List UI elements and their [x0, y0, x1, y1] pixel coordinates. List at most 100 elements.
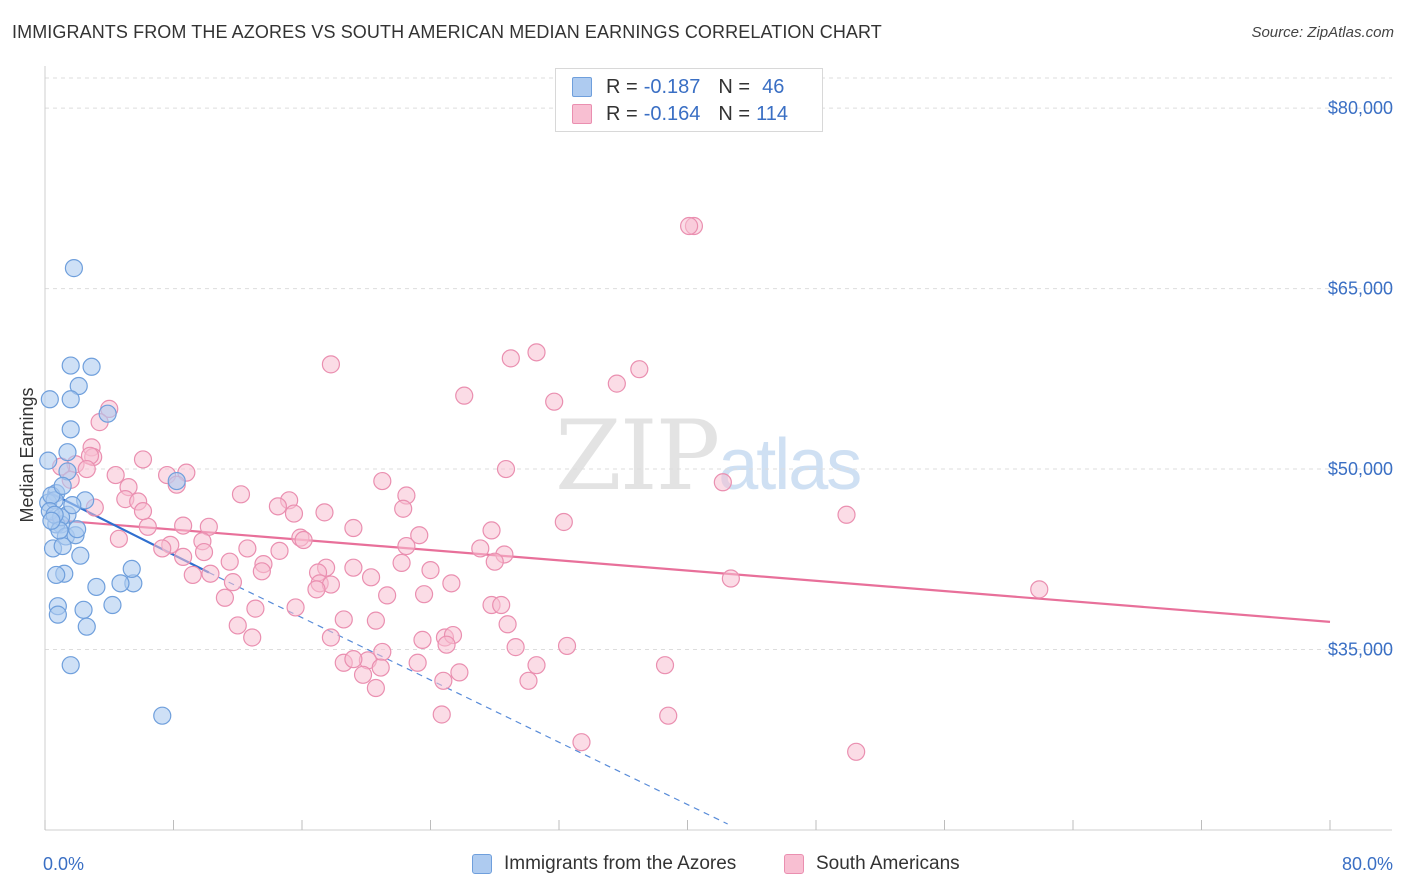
azores-point: [111, 574, 130, 593]
y-tick-label: $65,000: [1328, 279, 1393, 299]
south-americans-point: [321, 355, 341, 374]
azores-point: [61, 390, 80, 409]
south-americans-point: [321, 628, 341, 647]
south-americans-point: [106, 465, 125, 485]
south-americans-point: [366, 611, 385, 630]
south-americans-point: [243, 628, 262, 647]
south-americans-point: [557, 636, 577, 656]
legend-r-label: R =: [606, 75, 638, 98]
south-americans-point: [572, 733, 591, 752]
south-americans-point: [315, 503, 334, 522]
south-americans-point: [413, 630, 432, 649]
azores-point: [64, 259, 84, 278]
azores-point: [82, 357, 101, 376]
azores-point: [58, 443, 77, 462]
azores-point: [53, 476, 72, 495]
legend-r-label: R =: [606, 102, 638, 125]
south-americans-point: [607, 374, 626, 393]
south-americans-point: [414, 585, 434, 604]
y-tick-label: $50,000: [1328, 459, 1393, 479]
south-americans-point: [268, 497, 288, 516]
azores-point: [53, 536, 72, 556]
x-tick-label-max: 80.0%: [1342, 854, 1393, 874]
south-americans-point: [344, 650, 363, 669]
south-americans-point: [680, 216, 699, 236]
south-americans-point: [246, 599, 265, 618]
azores-point: [42, 511, 61, 530]
south-americans-point: [138, 517, 157, 536]
south-americans-point: [378, 586, 397, 605]
azores-trendline-extrapolated: [208, 571, 728, 825]
south-americans-point: [421, 561, 440, 580]
south-americans-point: [501, 349, 520, 368]
south-americans-point: [492, 595, 511, 615]
azores-point: [103, 595, 122, 615]
south-americans-point: [223, 573, 243, 592]
legend-row-south-americans: R = -0.164 N = 114: [572, 102, 788, 126]
south-americans-point: [228, 616, 247, 635]
azores-point: [39, 451, 58, 470]
south-americans-trendline: [48, 518, 1331, 623]
y-tick-label: $80,000: [1328, 98, 1393, 118]
axes: [44, 66, 1392, 831]
south-americans-point: [659, 706, 678, 725]
south-americans-point: [437, 635, 456, 654]
azores-point: [40, 390, 59, 409]
south-americans-point: [545, 392, 564, 411]
south-americans-point: [286, 598, 305, 617]
south-americans-point: [77, 459, 96, 479]
azores-point: [69, 376, 88, 396]
grid-lines: [45, 77, 1392, 651]
chart-title: IMMIGRANTS FROM THE AZORES VS SOUTH AMER…: [12, 22, 882, 42]
south-americans-point: [366, 678, 385, 698]
south-americans-point: [183, 565, 202, 585]
south-americans-point: [174, 516, 193, 535]
azores-point: [122, 559, 141, 579]
south-americans-point: [506, 638, 525, 657]
south-americans-point: [655, 656, 675, 675]
south-americans-point: [373, 471, 392, 491]
south-americans-point: [410, 526, 429, 545]
legend-n-value: 114: [756, 102, 788, 125]
south-americans-point: [334, 610, 353, 629]
south-americans-point: [294, 530, 313, 550]
south-americans-point: [721, 569, 740, 588]
x-tick-label-min: 0.0%: [43, 854, 84, 874]
south-americans-point: [554, 512, 573, 532]
azores-points: [39, 259, 186, 725]
south-americans-points: [51, 216, 1049, 761]
south-americans-point: [498, 615, 517, 634]
azores-point: [61, 656, 80, 675]
azores-point: [68, 520, 87, 539]
axis-labels: $35,000 $50,000 $65,000 $80,000 Median Earni…: [17, 98, 1393, 874]
bottom-legend-south-americans: South Americans: [784, 852, 960, 876]
south-americans-point: [238, 539, 257, 558]
azores-point: [61, 356, 80, 375]
south-americans-point: [231, 485, 251, 504]
azores-point: [48, 605, 67, 624]
south-americans-point: [442, 574, 461, 593]
azores-point: [167, 471, 186, 491]
south-americans-point: [397, 536, 416, 556]
legend-n-value: 46: [762, 75, 785, 98]
legend-n-label: N =: [718, 75, 751, 98]
azores-point: [61, 420, 80, 439]
south-americans-point: [837, 505, 856, 524]
south-americans-swatch: [784, 854, 804, 874]
y-tick-label: $35,000: [1328, 640, 1393, 660]
south-americans-point: [847, 742, 866, 761]
south-americans-point: [394, 499, 413, 518]
source-label: Source: ZipAtlas.com: [1251, 24, 1394, 41]
south-americans-point: [361, 568, 381, 587]
south-americans-point: [1030, 580, 1049, 599]
south-americans-point: [630, 360, 649, 379]
bottom-legend-azores-label: Immigrants from the Azores: [504, 853, 737, 874]
azores-point: [71, 546, 90, 565]
azores-point: [77, 617, 96, 636]
azores-point: [63, 496, 82, 515]
south-americans-point: [215, 588, 234, 607]
legend-row-azores: R = -0.187 N = 46: [572, 75, 784, 99]
south-americans-point: [307, 580, 326, 599]
south-americans-point: [371, 658, 390, 677]
